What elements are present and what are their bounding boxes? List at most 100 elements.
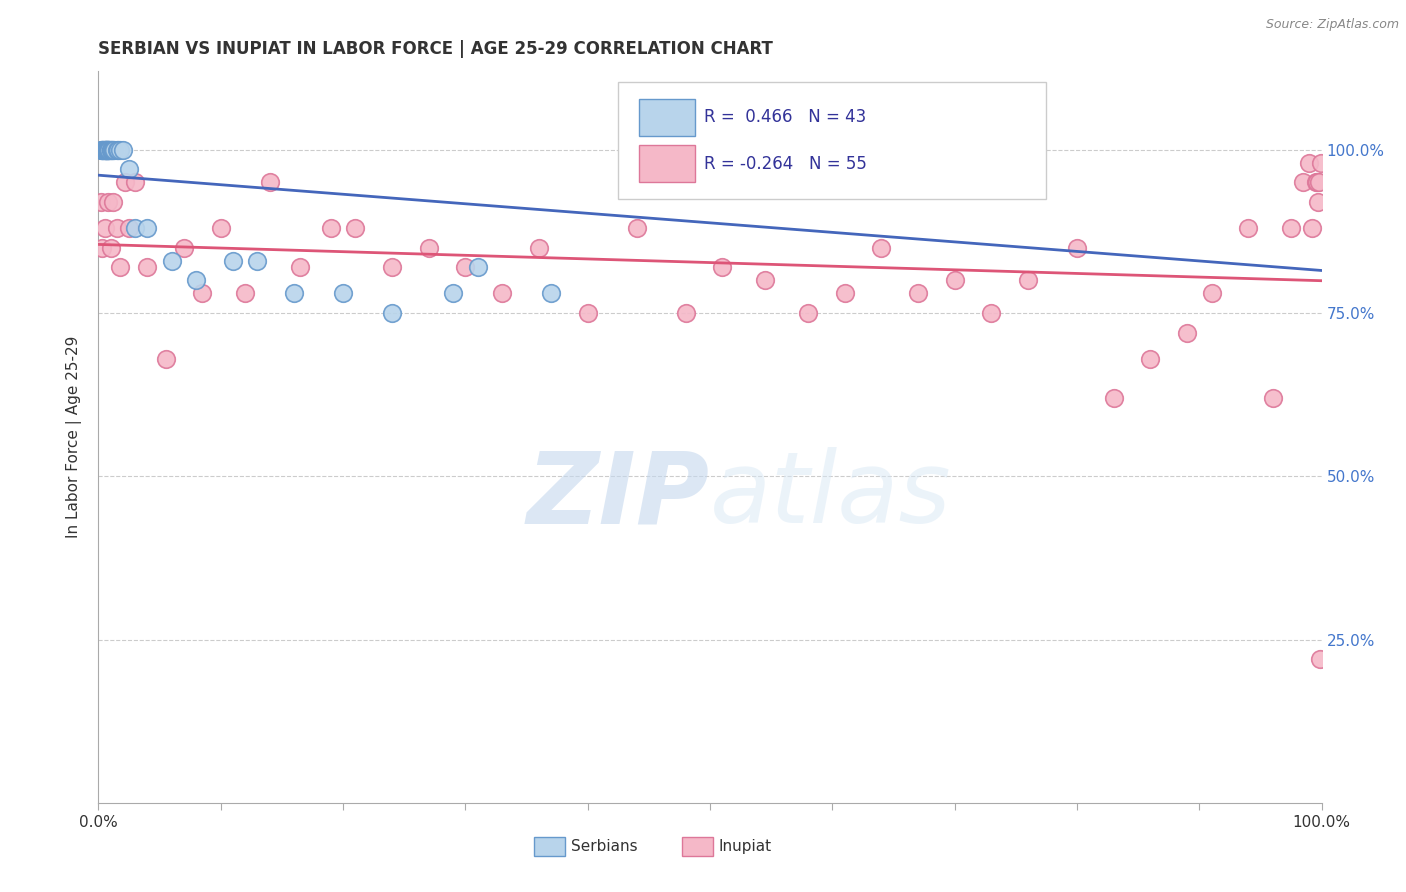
Point bbox=[467, 260, 489, 275]
Point bbox=[418, 241, 440, 255]
Point bbox=[118, 162, 141, 177]
Point bbox=[540, 286, 562, 301]
Point bbox=[381, 306, 404, 320]
Point bbox=[114, 175, 136, 189]
Point bbox=[1279, 221, 1302, 235]
Point bbox=[870, 241, 893, 255]
Text: atlas: atlas bbox=[710, 447, 952, 544]
Point bbox=[1066, 241, 1088, 255]
Point bbox=[101, 143, 124, 157]
Point bbox=[191, 286, 214, 301]
FancyBboxPatch shape bbox=[640, 99, 696, 136]
Point bbox=[155, 351, 177, 366]
Point bbox=[222, 253, 245, 268]
Point bbox=[1309, 652, 1331, 666]
Point bbox=[90, 143, 112, 157]
Point bbox=[91, 143, 114, 157]
Point bbox=[94, 143, 117, 157]
Point bbox=[626, 221, 648, 235]
Point bbox=[527, 241, 550, 255]
Point bbox=[344, 221, 367, 235]
Point bbox=[107, 143, 129, 157]
Point bbox=[118, 221, 141, 235]
Point bbox=[1310, 156, 1333, 170]
Point bbox=[491, 286, 513, 301]
Point bbox=[105, 221, 128, 235]
Point bbox=[943, 273, 966, 287]
Point bbox=[441, 286, 464, 301]
Text: Inupiat: Inupiat bbox=[718, 839, 772, 854]
Point bbox=[883, 143, 905, 157]
Point bbox=[454, 260, 477, 275]
Point bbox=[100, 241, 122, 255]
Point bbox=[91, 143, 114, 157]
Point bbox=[1301, 221, 1323, 235]
Point bbox=[101, 194, 124, 209]
Point bbox=[124, 175, 146, 189]
Point bbox=[94, 143, 117, 157]
Point bbox=[1292, 175, 1315, 189]
Point bbox=[98, 143, 121, 157]
Point bbox=[93, 143, 115, 157]
Point bbox=[93, 221, 115, 235]
Text: ZIP: ZIP bbox=[527, 447, 710, 544]
Point bbox=[907, 286, 929, 301]
Point bbox=[1017, 273, 1039, 287]
Text: Serbians: Serbians bbox=[571, 839, 637, 854]
Point bbox=[1306, 175, 1329, 189]
Point bbox=[96, 143, 118, 157]
Point bbox=[1261, 391, 1284, 405]
Point bbox=[96, 143, 118, 157]
Point bbox=[110, 143, 132, 157]
Point bbox=[103, 143, 125, 157]
Point bbox=[332, 286, 354, 301]
FancyBboxPatch shape bbox=[619, 82, 1046, 200]
Point bbox=[1305, 175, 1327, 189]
Point bbox=[97, 143, 120, 157]
Point bbox=[1306, 194, 1329, 209]
Point bbox=[160, 253, 183, 268]
Text: Source: ZipAtlas.com: Source: ZipAtlas.com bbox=[1265, 18, 1399, 31]
Point bbox=[1102, 391, 1125, 405]
Point bbox=[319, 221, 342, 235]
Point bbox=[754, 273, 776, 287]
Point bbox=[100, 143, 122, 157]
Point bbox=[101, 143, 124, 157]
Point bbox=[136, 221, 159, 235]
Point bbox=[97, 194, 120, 209]
Point bbox=[91, 241, 114, 255]
Point bbox=[1139, 351, 1161, 366]
Point bbox=[233, 286, 256, 301]
Point bbox=[283, 286, 305, 301]
Point bbox=[111, 143, 134, 157]
Point bbox=[1201, 286, 1223, 301]
Point bbox=[1175, 326, 1198, 340]
Y-axis label: In Labor Force | Age 25-29: In Labor Force | Age 25-29 bbox=[66, 336, 83, 538]
Point bbox=[675, 306, 697, 320]
Point bbox=[91, 143, 114, 157]
Point bbox=[1298, 156, 1320, 170]
Point bbox=[711, 260, 734, 275]
Point bbox=[1308, 175, 1330, 189]
Point bbox=[834, 286, 856, 301]
Point bbox=[821, 143, 844, 157]
FancyBboxPatch shape bbox=[640, 145, 696, 182]
Point bbox=[97, 143, 120, 157]
Point bbox=[1237, 221, 1260, 235]
Text: R =  0.466   N = 43: R = 0.466 N = 43 bbox=[704, 109, 866, 127]
Text: SERBIAN VS INUPIAT IN LABOR FORCE | AGE 25-29 CORRELATION CHART: SERBIAN VS INUPIAT IN LABOR FORCE | AGE … bbox=[98, 40, 773, 58]
Point bbox=[91, 143, 114, 157]
Point bbox=[259, 175, 281, 189]
Point bbox=[209, 221, 232, 235]
Point bbox=[173, 241, 195, 255]
Point bbox=[93, 143, 115, 157]
Point bbox=[186, 273, 208, 287]
Point bbox=[920, 143, 942, 157]
Point bbox=[98, 143, 121, 157]
Text: R = -0.264   N = 55: R = -0.264 N = 55 bbox=[704, 154, 866, 172]
Point bbox=[136, 260, 159, 275]
Point bbox=[110, 260, 132, 275]
Point bbox=[246, 253, 269, 268]
Point bbox=[381, 260, 404, 275]
Point bbox=[124, 221, 146, 235]
